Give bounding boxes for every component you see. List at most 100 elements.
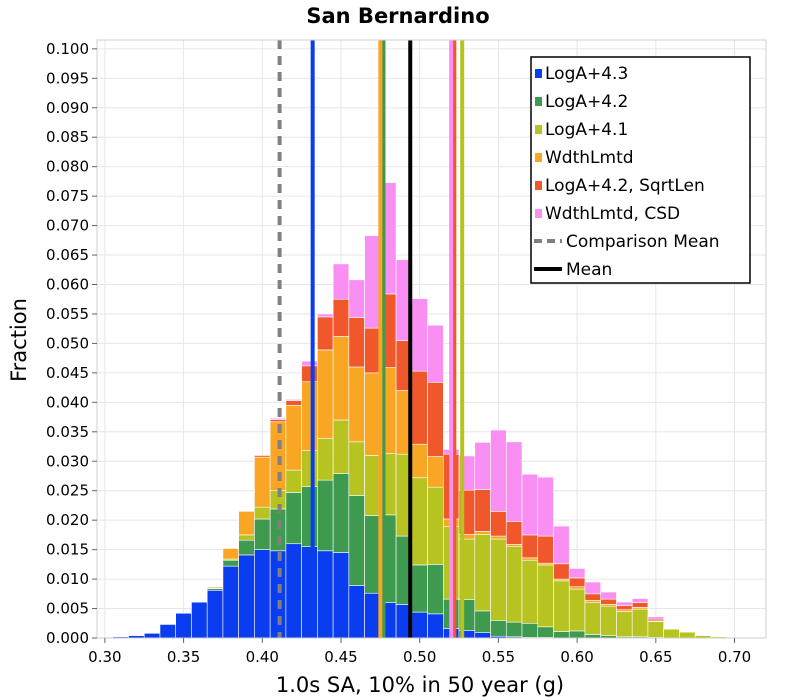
bar-segment — [254, 549, 271, 639]
y-tick-label: 0.000 — [46, 629, 89, 647]
y-tick-label: 0.005 — [46, 600, 89, 618]
bar-segment — [254, 456, 271, 508]
bar-segment — [254, 518, 271, 550]
bar-segment — [332, 552, 350, 639]
mean-lines — [277, 40, 465, 638]
bar-segment — [568, 568, 586, 579]
y-tick-label: 0.030 — [46, 452, 89, 470]
bar-segment — [537, 476, 554, 537]
bar-segment — [505, 546, 523, 623]
bar-segment — [364, 515, 381, 594]
bar-segment — [505, 441, 523, 522]
bar-segment — [505, 621, 523, 638]
bar-segment — [317, 437, 334, 481]
bar-segment — [301, 360, 318, 367]
bar-segment — [694, 634, 712, 636]
bar-segment — [679, 631, 696, 639]
bar-segment — [647, 616, 664, 620]
bar-segment — [285, 404, 302, 471]
bar-segment — [191, 601, 208, 639]
bar-segment — [285, 399, 302, 401]
bar-segment — [238, 554, 255, 639]
legend-swatch — [535, 209, 542, 218]
bar-segment — [332, 419, 350, 474]
bar-segment — [411, 564, 428, 613]
bar-segment — [317, 313, 334, 318]
bar-segment — [427, 486, 444, 565]
bar-segment — [600, 591, 617, 600]
x-tick-label: 0.55 — [482, 648, 515, 666]
bar-segment — [206, 589, 224, 639]
bar-segment — [332, 473, 350, 553]
y-tick-label: 0.010 — [46, 570, 89, 588]
bar-segment — [584, 581, 602, 595]
bar-segment — [553, 563, 570, 580]
bar-segment — [568, 588, 586, 632]
legend-label: LogA+4.2, SqrtLen — [545, 176, 705, 196]
bar-segment — [143, 632, 161, 639]
bar-segment — [600, 598, 617, 605]
bar-segment — [159, 624, 177, 639]
bar-segment — [474, 632, 491, 639]
bar-segment — [285, 400, 302, 406]
legend-label: WdthLmtd, CSD — [545, 204, 680, 224]
bar-segment — [584, 602, 602, 635]
bar-segment — [490, 429, 507, 512]
bar-segment — [490, 538, 507, 621]
bar-segment — [285, 492, 302, 545]
x-tick-label: 0.35 — [167, 648, 200, 666]
bar-segment — [301, 546, 318, 639]
bar-segment — [269, 417, 287, 420]
bar-segment — [301, 365, 318, 383]
bar-segment — [616, 611, 633, 638]
legend-label: LogA+4.1 — [545, 120, 628, 140]
legend-swatch — [535, 181, 542, 190]
bar-segment — [584, 593, 602, 601]
y-tick-label: 0.025 — [46, 482, 89, 500]
bar-segment — [521, 557, 539, 561]
bar-segment — [332, 263, 350, 300]
bar-segment — [269, 419, 287, 423]
bar-segment — [191, 601, 208, 603]
x-tick-label: 0.50 — [403, 648, 436, 666]
bar-segment — [521, 622, 539, 638]
bar-segment — [222, 559, 239, 567]
bar-segment — [348, 495, 365, 586]
bar-segment — [317, 349, 334, 439]
bar-segment — [584, 599, 602, 603]
y-tick-label: 0.055 — [46, 305, 89, 323]
bar-segment — [474, 534, 491, 612]
bar-segment — [631, 602, 649, 608]
bar-segment — [254, 454, 271, 456]
bar-segment — [301, 450, 318, 487]
y-tick-label: 0.095 — [46, 69, 89, 87]
bar-segment — [317, 550, 334, 639]
bar-segment — [490, 535, 507, 540]
y-axis-label: Fraction — [7, 298, 31, 382]
y-tick-label: 0.080 — [46, 158, 89, 176]
bar-segment — [521, 534, 539, 559]
bar-segment — [348, 279, 365, 318]
bar-segment — [427, 382, 444, 457]
bar-segment — [411, 477, 428, 566]
bar-segment — [616, 601, 633, 606]
x-tick-label: 0.70 — [718, 648, 751, 666]
bar-segment — [505, 544, 523, 547]
bar-segment — [505, 521, 523, 545]
bar-segment — [474, 610, 491, 633]
y-tick-label: 0.045 — [46, 364, 89, 382]
y-axis-ticks: 0.000 0.005 0.010 0.015 0.020 0.025 0.030 0.035… — [46, 40, 97, 647]
bar-segment — [663, 627, 680, 629]
bar-segment — [427, 613, 444, 639]
x-axis-label: 1.0s SA, 10% in 50 year (g) — [276, 673, 564, 697]
bar-segment — [474, 489, 491, 532]
legend-swatch — [535, 97, 542, 106]
bar-segment — [364, 327, 381, 374]
chart-title: San Bernardino — [306, 4, 489, 28]
x-axis-ticks: 0.30 0.35 0.40 0.45 0.50 0.55 0.60 0.65 0.70 — [88, 638, 751, 666]
bar-segment — [411, 611, 428, 639]
legend-label: LogA+4.2 — [545, 92, 628, 112]
legend-label: Comparison Mean — [566, 232, 720, 252]
y-tick-label: 0.070 — [46, 217, 89, 235]
